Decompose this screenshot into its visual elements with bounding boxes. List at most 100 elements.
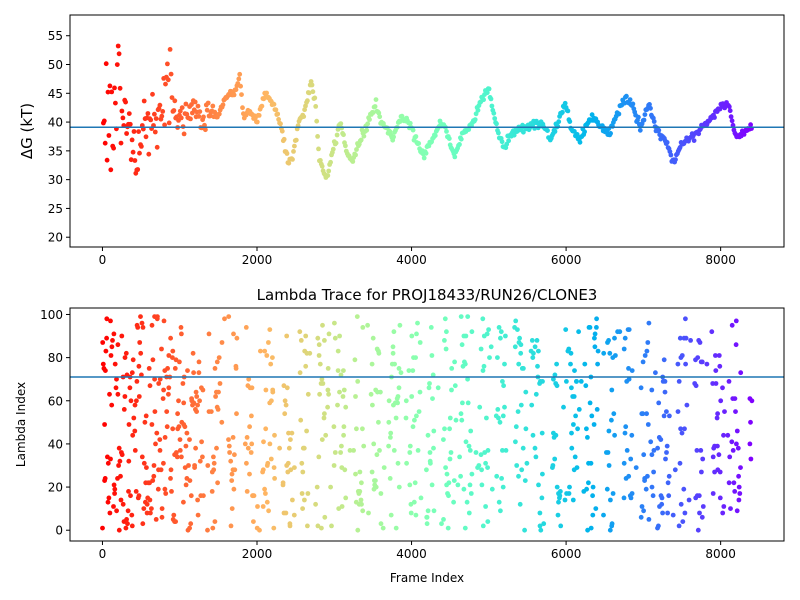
lambda-point — [498, 335, 503, 341]
lambda-point — [591, 422, 597, 427]
lambda-point — [187, 525, 193, 531]
lambda-point — [284, 333, 290, 339]
lambda-point — [357, 469, 363, 475]
lambda-point — [132, 428, 138, 434]
lambda-point — [733, 409, 738, 414]
lambda-point — [119, 333, 125, 339]
lambda-point — [216, 389, 221, 395]
lambda-point — [650, 493, 656, 499]
deltag-point — [326, 168, 332, 174]
y-tick-label: 60 — [48, 394, 63, 408]
deltag-point — [233, 87, 239, 93]
lambda-point — [151, 463, 157, 468]
deltag-point — [160, 109, 166, 114]
lambda-point — [196, 370, 202, 376]
lambda-point — [320, 381, 326, 386]
lambda-point — [303, 363, 309, 369]
lambda-point — [179, 454, 184, 460]
lambda-point — [613, 353, 618, 358]
lambda-point — [105, 460, 111, 466]
lambda-point — [316, 454, 322, 460]
deltag-point — [115, 43, 121, 49]
lambda-point — [556, 499, 561, 505]
deltag-point — [330, 146, 336, 152]
lambda-point — [341, 424, 347, 430]
lambda-point — [666, 473, 672, 479]
lambda-point — [656, 400, 662, 406]
lambda-point — [410, 424, 416, 430]
lambda-point — [664, 409, 669, 414]
lambda-point — [108, 353, 114, 358]
deltag-point — [457, 142, 462, 147]
lambda-point — [713, 353, 718, 358]
lambda-point — [189, 396, 195, 401]
lambda-point — [193, 389, 199, 395]
lambda-point — [503, 448, 509, 453]
lambda-point — [111, 331, 117, 337]
deltag-point — [303, 103, 308, 109]
lambda-point — [353, 471, 358, 477]
lambda-point — [522, 478, 528, 483]
lambda-point — [572, 454, 578, 460]
deltag-point — [582, 129, 587, 135]
lambda-point — [626, 473, 632, 479]
lambda-point — [112, 361, 118, 367]
lambda-point — [583, 383, 589, 389]
lambda-point — [480, 523, 486, 529]
lambda-point — [716, 353, 722, 358]
lambda-point — [551, 376, 556, 382]
lambda-point — [231, 486, 237, 492]
deltag-point — [484, 90, 490, 96]
lambda-point — [468, 491, 474, 496]
lambda-point — [108, 456, 113, 462]
deltag-point — [146, 151, 152, 157]
lambda-point — [439, 521, 444, 527]
lambda-point — [359, 480, 364, 486]
deltag-point — [627, 97, 633, 102]
lambda-point — [721, 432, 726, 438]
lambda-point — [660, 510, 665, 516]
lambda-point — [195, 402, 201, 408]
lambda-point — [601, 350, 607, 356]
lambda-points — [100, 314, 755, 533]
lambda-point — [200, 387, 206, 393]
lambda-point — [717, 495, 723, 501]
lambda-point — [738, 370, 744, 376]
lambda-point — [329, 523, 334, 529]
lambda-point — [187, 437, 192, 442]
lambda-point — [667, 413, 672, 419]
lambda-point — [263, 426, 269, 432]
deltag-point — [338, 121, 344, 126]
lambda-point — [300, 506, 305, 511]
lambda-point — [230, 435, 236, 440]
lambda-point — [414, 331, 419, 337]
lambda-point — [697, 340, 703, 345]
deltag-point — [127, 121, 133, 127]
lambda-point — [317, 361, 323, 367]
lambda-point — [263, 491, 268, 496]
lambda-point — [607, 527, 613, 533]
deltag-point — [691, 138, 697, 144]
deltag-point — [165, 61, 170, 67]
deltag-point — [216, 111, 222, 117]
deltag-point — [651, 119, 657, 124]
deltag-point — [276, 117, 281, 122]
lambda-point — [695, 355, 701, 360]
lambda-point — [191, 370, 197, 376]
lambda-point — [601, 512, 606, 518]
lambda-point — [453, 417, 459, 423]
deltag-point — [264, 90, 269, 96]
lambda-point — [244, 460, 249, 466]
lambda-point — [441, 517, 446, 522]
lambda-point — [371, 441, 377, 447]
lambda-point — [736, 473, 741, 479]
deltag-point — [220, 102, 226, 108]
lambda-point — [449, 387, 454, 393]
lambda-point — [555, 512, 561, 518]
lambda-point — [130, 432, 136, 438]
lambda-point — [332, 335, 338, 341]
deltag-point — [159, 113, 165, 119]
lambda-point — [319, 525, 324, 531]
lambda-point — [567, 484, 572, 490]
lambda-point — [658, 437, 664, 442]
